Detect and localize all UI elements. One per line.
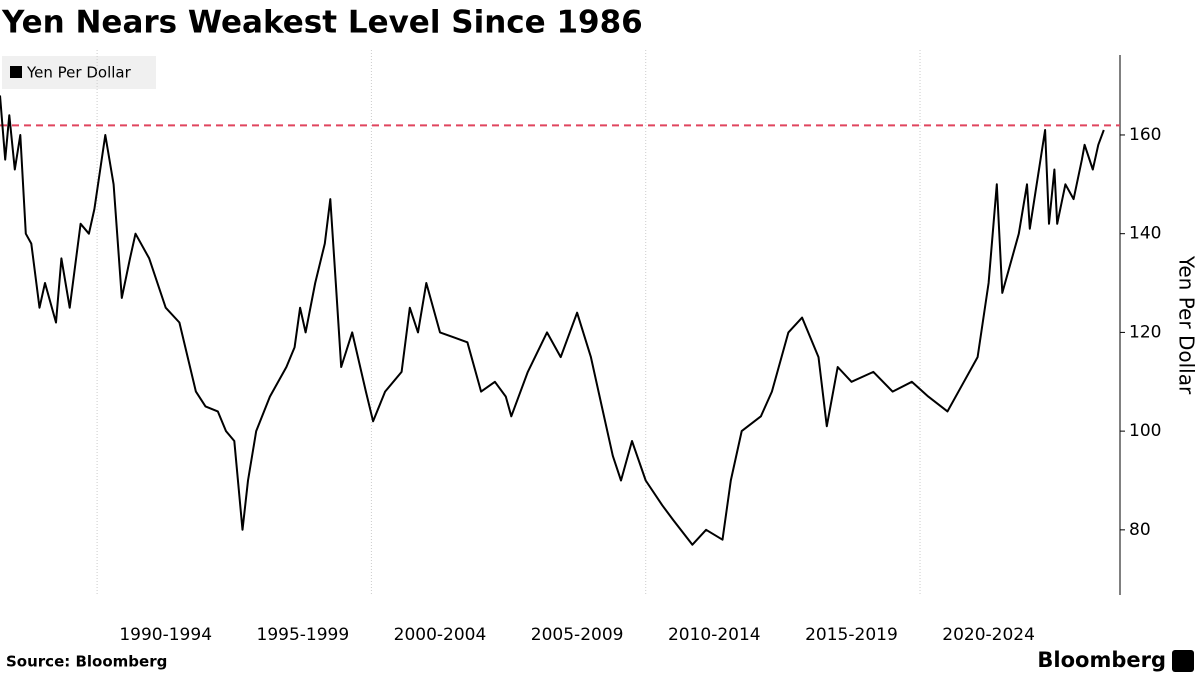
y-tick-label: 80 (1129, 520, 1151, 540)
x-tick-label: 2000-2004 (394, 625, 487, 645)
x-tick-label: 1995-1999 (257, 625, 350, 645)
x-tick-label: 2020-2024 (942, 625, 1035, 645)
line (0, 95, 1105, 546)
x-tick-label: 2010-2014 (668, 625, 761, 645)
legend-label: Yen Per Dollar (26, 64, 132, 82)
y-axis-label: Yen Per Dollar (1175, 255, 1199, 395)
x-tick-label: 2005-2009 (531, 625, 624, 645)
chart-title: Yen Nears Weakest Level Since 1986 (1, 5, 643, 41)
x-tick-label: 2015-2019 (805, 625, 898, 645)
y-tick-label: 140 (1129, 224, 1161, 244)
brand-icon (1172, 650, 1194, 672)
legend-box (2, 56, 156, 89)
source: Source: Bloomberg (6, 653, 167, 671)
y-tick-label: 160 (1129, 125, 1161, 145)
brand: Bloomberg (1037, 648, 1166, 672)
x-tick-label: 1990-1994 (119, 625, 212, 645)
y-tick-label: 120 (1129, 322, 1161, 342)
y-tick-label: 100 (1129, 421, 1161, 441)
legend-swatch (10, 66, 22, 78)
